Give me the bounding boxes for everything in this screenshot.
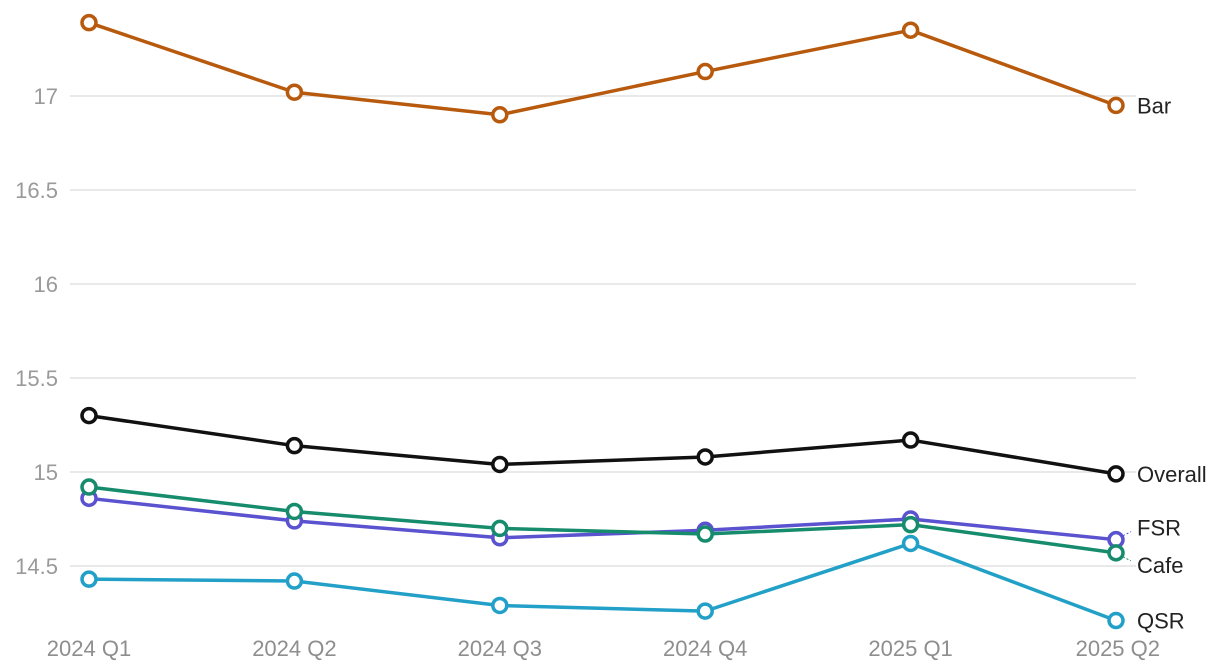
x-axis-ticks: 2024 Q1 2024 Q2 2024 Q3 2024 Q4 2025 Q1 2025 …: [47, 636, 1160, 661]
series-label-cafe: Cafe: [1137, 553, 1183, 578]
series-qsr: [80, 534, 1125, 630]
series-cafe: [80, 478, 1125, 562]
series-bar: [80, 13, 1125, 124]
series-line-fsr: [88, 496, 1117, 542]
data-point: [491, 519, 509, 538]
y-tick-label: 16: [34, 272, 58, 297]
data-point: [696, 525, 714, 543]
data-point: [901, 21, 920, 39]
data-point: [1107, 465, 1125, 483]
series-overall: [80, 406, 1125, 483]
data-point: [80, 478, 98, 496]
y-tick-label: 14.5: [15, 554, 58, 579]
y-tick-label: 15.5: [15, 366, 58, 391]
data-point: [1107, 611, 1125, 630]
series-line-qsr: [88, 541, 1117, 623]
data-point: [80, 406, 98, 425]
y-tick-label: 16.5: [15, 178, 58, 203]
series-labels: Bar Overall FSR Cafe QSR: [1122, 93, 1207, 634]
data-point: [285, 436, 304, 455]
label-leader-line: [1122, 556, 1132, 562]
series-line-overall: [88, 413, 1117, 476]
series-lines: [80, 13, 1125, 630]
label-leader-line: [1122, 531, 1132, 537]
data-point: [285, 83, 304, 101]
data-point: [80, 570, 98, 588]
x-tick-label: 2025 Q2: [1076, 636, 1160, 661]
data-point: [1107, 96, 1125, 115]
series-label-fsr: FSR: [1137, 516, 1181, 541]
data-point: [901, 515, 920, 534]
data-point: [901, 431, 920, 449]
data-point: [1107, 544, 1125, 562]
data-point: [491, 596, 509, 615]
data-point: [696, 62, 714, 81]
data-point: [696, 602, 714, 620]
data-point: [901, 534, 920, 553]
x-tick-label: 2024 Q3: [458, 636, 542, 661]
y-tick-label: 15: [34, 460, 58, 485]
y-tick-label: 17: [34, 84, 58, 109]
data-point: [696, 448, 714, 466]
x-tick-label: 2024 Q2: [252, 636, 336, 661]
data-point: [491, 106, 509, 124]
x-tick-label: 2024 Q1: [47, 636, 131, 661]
series-label-bar: Bar: [1137, 93, 1171, 118]
data-point: [491, 455, 509, 474]
y-axis-ticks: 14.5 15 15.5 16 16.5 17: [15, 84, 58, 579]
series-fsr: [80, 489, 1125, 549]
data-point: [285, 502, 304, 521]
series-line-cafe: [88, 485, 1117, 555]
gridlines: [70, 95, 1136, 567]
series-label-overall: Overall: [1137, 462, 1207, 487]
data-point: [80, 13, 98, 32]
series-line-bar: [88, 21, 1117, 117]
data-point: [285, 572, 304, 590]
series-label-qsr: QSR: [1137, 609, 1185, 634]
x-tick-label: 2025 Q1: [868, 636, 952, 661]
x-tick-label: 2024 Q4: [663, 636, 747, 661]
